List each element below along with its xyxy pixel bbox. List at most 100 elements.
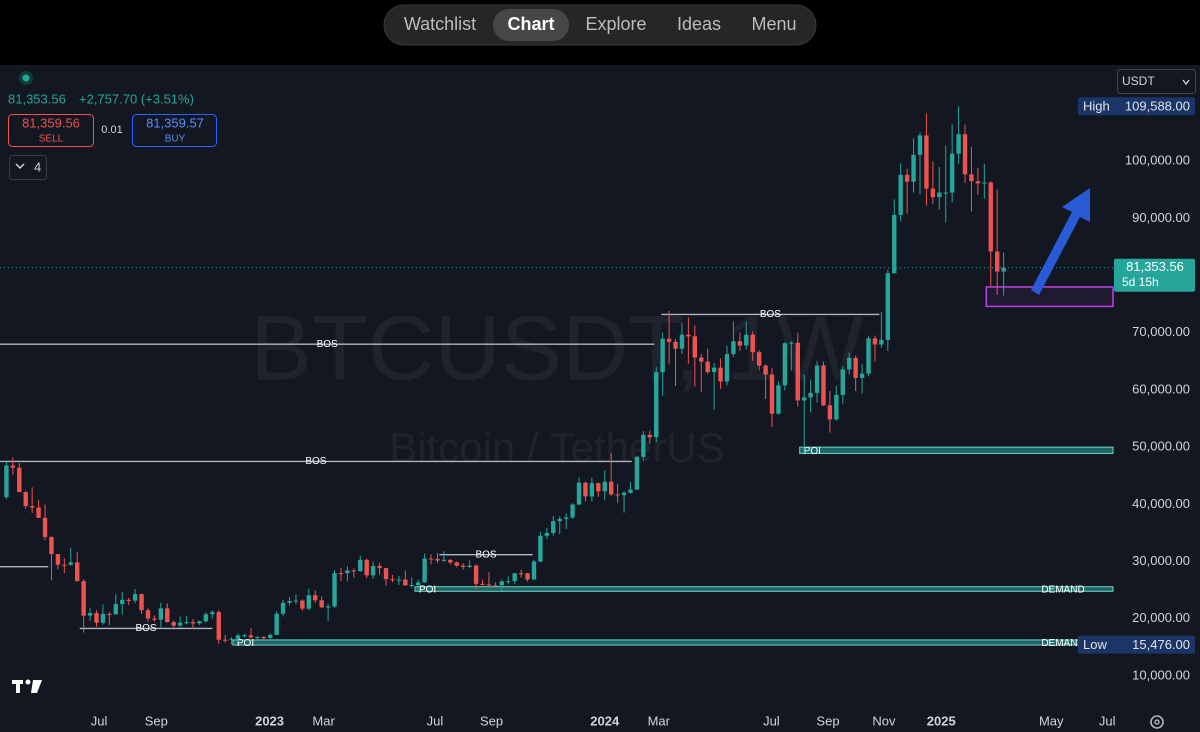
zone-label: POI <box>419 585 436 596</box>
candle-body <box>808 392 813 398</box>
candle-body <box>666 338 672 342</box>
candle-body <box>557 518 562 522</box>
y-tick-label: 90,000.00 <box>1132 210 1190 225</box>
candle-body <box>36 507 41 518</box>
candle-body <box>789 342 794 344</box>
candle-body <box>731 341 736 355</box>
header-change: +2,757.70 (+3.51%) <box>79 91 194 106</box>
candle-body <box>705 361 710 373</box>
settings-icon[interactable] <box>1150 715 1164 729</box>
candle-body <box>563 517 569 519</box>
x-tick-label: Nov <box>872 713 896 728</box>
candle-body <box>634 456 640 490</box>
candle-body <box>686 334 691 337</box>
candle-body <box>827 405 833 420</box>
logo-part <box>16 680 20 693</box>
candle-body <box>692 336 698 358</box>
candle-body <box>364 559 369 576</box>
candle-body <box>120 599 125 604</box>
candle-body <box>795 342 800 401</box>
header-price: 81,353.56 <box>8 91 66 106</box>
zone <box>799 446 1114 454</box>
candle-body <box>255 636 260 638</box>
candle-body <box>152 618 157 620</box>
candle-body <box>1001 267 1006 272</box>
candle-body <box>744 334 749 346</box>
candle-body <box>55 554 61 565</box>
gear-hub <box>1154 719 1160 725</box>
candle-body <box>184 622 189 624</box>
candle-body <box>325 606 331 608</box>
nav-item[interactable]: Watchlist <box>404 14 476 34</box>
candle-body <box>821 365 826 406</box>
gear <box>1150 715 1164 729</box>
y-tick-label: 100,000.00 <box>1125 153 1190 168</box>
candle-body <box>847 357 852 370</box>
candle-body <box>699 357 704 362</box>
candle-body <box>145 610 151 619</box>
indicators-toggle[interactable] <box>9 155 47 180</box>
candle-body <box>763 365 768 375</box>
sell-button[interactable] <box>8 114 94 147</box>
nav-pill <box>383 4 817 46</box>
high-name: High <box>1083 99 1110 114</box>
candle-body <box>898 174 903 215</box>
candle-body <box>435 558 440 561</box>
candle-body <box>94 613 99 623</box>
candle-body <box>506 581 511 583</box>
low-badge <box>1078 635 1195 654</box>
nav-item[interactable]: Menu <box>751 14 796 34</box>
chevron <box>15 163 25 170</box>
candle-body <box>210 612 215 615</box>
candle-body <box>949 153 955 193</box>
candle-body <box>493 585 498 587</box>
candle-body <box>711 367 717 373</box>
candle-body <box>615 494 620 496</box>
candle-body <box>956 134 961 154</box>
candle-body <box>480 583 485 585</box>
candle-body <box>872 338 878 345</box>
plot: POI POI DEMAND POI DEMAND BOS BOS BOS BOS BOS <box>0 106 1114 649</box>
buy-button[interactable] <box>132 114 217 147</box>
candle-body <box>750 334 755 353</box>
nav: Watchlist Chart Explore Ideas Menu <box>404 9 797 41</box>
arrow <box>1031 188 1090 295</box>
currency-select[interactable] <box>1117 69 1196 94</box>
nav-active-pill <box>493 9 569 41</box>
candle-body <box>293 600 299 602</box>
candle-body <box>879 339 884 345</box>
candle-body <box>621 492 627 496</box>
y-tick-label: 50,000.00 <box>1132 439 1190 454</box>
candle-body <box>62 564 67 566</box>
candle-body <box>197 621 202 624</box>
candle-body <box>351 570 357 572</box>
x-tick-label: 2024 <box>590 713 620 728</box>
sell-label: SELL <box>39 134 64 145</box>
x-tick-label: Mar <box>312 713 335 728</box>
x-tick-label: Mar <box>648 713 671 728</box>
candle-body <box>769 374 775 414</box>
nav-item[interactable]: Chart <box>507 14 554 34</box>
candle-body <box>107 613 112 615</box>
zone-label: POI <box>237 638 254 649</box>
y-tick-label: 40,000.00 <box>1132 496 1190 511</box>
candle-body <box>300 600 305 609</box>
y-tick-label: 10,000.00 <box>1132 667 1190 682</box>
indicator-count: 4 <box>34 159 41 174</box>
nav-item[interactable]: Explore <box>585 14 646 34</box>
candle-body <box>924 135 929 189</box>
candle-body <box>274 613 279 635</box>
candle-body <box>660 338 665 373</box>
nav-item[interactable]: Ideas <box>677 14 721 34</box>
candle-body <box>415 582 421 586</box>
chart-background <box>0 65 1200 732</box>
candle-body <box>428 558 434 560</box>
candle-body <box>628 489 633 493</box>
candle-body <box>158 608 164 620</box>
candle-body <box>467 565 472 567</box>
candle-body <box>937 192 942 198</box>
candle-body <box>589 483 595 497</box>
x-tick-label: Sep <box>816 713 839 728</box>
candle-body <box>859 373 865 378</box>
